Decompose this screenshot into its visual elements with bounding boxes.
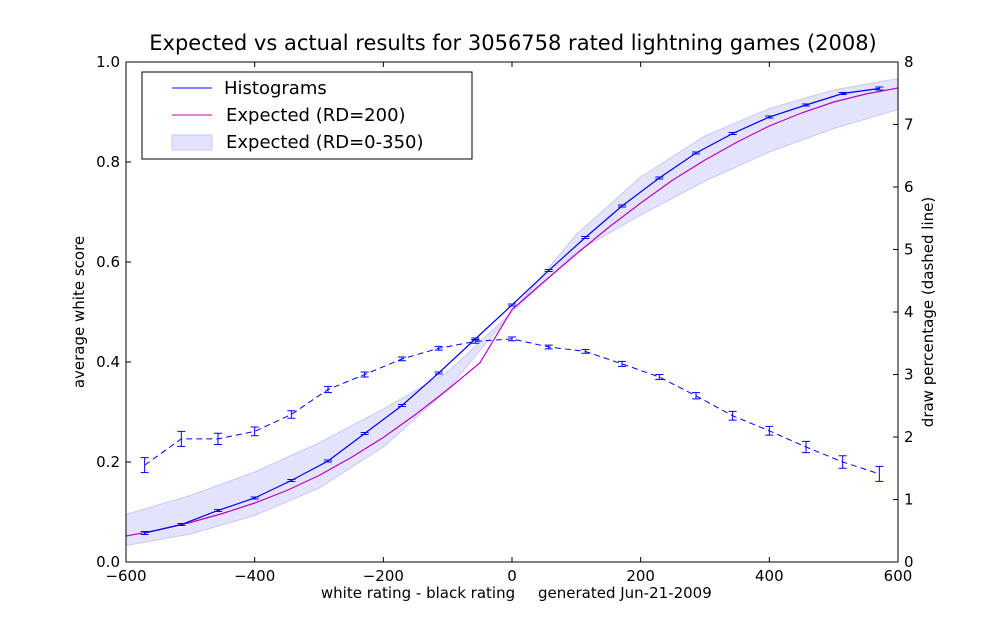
histogram-point — [177, 523, 186, 526]
draw-point — [875, 465, 884, 482]
draw-point — [324, 385, 333, 394]
x-tick-label: 600 — [884, 567, 913, 585]
x-tick-label: 200 — [626, 567, 655, 585]
legend-label-histograms: Histograms — [224, 78, 327, 99]
y-tick-label: 0.0 — [96, 553, 120, 571]
draw-point — [544, 344, 553, 350]
y2-tick-label: 1 — [904, 491, 914, 509]
histogram-point — [324, 459, 333, 463]
footnote: generated Jun-21-2009 — [538, 584, 712, 602]
histogram-point — [875, 86, 884, 91]
draw-point — [471, 339, 480, 344]
histogram-point — [508, 303, 516, 307]
y2-tick-label: 3 — [904, 366, 914, 384]
draw-point — [838, 455, 847, 469]
draw-point — [213, 432, 222, 445]
y2-tick-label: 4 — [904, 303, 914, 321]
y2-tick-label: 6 — [904, 178, 914, 196]
draw-percentage-line — [144, 338, 880, 475]
x-axis-label: white rating - black rating — [321, 584, 515, 602]
y-tick-label: 0.2 — [96, 453, 120, 471]
histogram-point — [213, 509, 222, 512]
legend-label-expected: Expected (RD=200) — [226, 105, 406, 126]
draw-point — [765, 425, 774, 436]
histogram-point — [140, 531, 149, 535]
y2-tick-label: 5 — [904, 241, 914, 259]
histogram-point — [250, 496, 259, 500]
histogram-point — [397, 404, 406, 407]
histogram-point — [765, 115, 774, 119]
y2-tick-label: 8 — [904, 53, 914, 71]
histogram-point — [287, 479, 296, 482]
y-tick-label: 1.0 — [96, 53, 120, 71]
y-tick-label: 0.8 — [96, 153, 120, 171]
draw-point — [397, 356, 406, 362]
draw-point — [360, 371, 369, 378]
draw-point — [618, 360, 627, 367]
x-tick-label: 0 — [507, 567, 517, 585]
histogram-point — [544, 269, 553, 272]
histogram-point — [728, 132, 737, 135]
draw-point — [434, 345, 443, 351]
histogram-point — [802, 103, 811, 107]
draw-point — [655, 374, 664, 380]
chart-title: Expected vs actual results for 3056758 r… — [149, 31, 877, 55]
x-tick-label: −400 — [234, 567, 275, 585]
y-tick-label: 0.4 — [96, 353, 120, 371]
legend: Histograms Expected (RD=200) Expected (R… — [141, 71, 473, 160]
y-tick-label: 0.6 — [96, 253, 120, 271]
x-tick-label: 400 — [755, 567, 784, 585]
y-axis-label: average white score — [70, 236, 88, 388]
axis-ticks: −600 −400 −200 0 200 400 600 0.0 0.2 0.4 0.6 0.8 1.0… — [96, 53, 913, 585]
draw-point — [287, 410, 296, 419]
draw-point — [140, 457, 149, 474]
histogram-point — [434, 371, 443, 375]
y2-tick-label: 7 — [904, 116, 914, 134]
y2-tick-label: 0 — [904, 553, 914, 571]
legend-label-band: Expected (RD=0-350) — [226, 132, 424, 153]
histogram-point — [360, 432, 369, 435]
draw-point — [250, 426, 259, 437]
legend-swatch-band — [171, 134, 213, 151]
histogram-point — [691, 151, 700, 155]
histogram-point — [618, 204, 627, 208]
draw-point — [802, 440, 811, 454]
draw-point — [581, 349, 590, 354]
expected-line — [125, 87, 899, 537]
histogram-point — [838, 92, 847, 95]
draw-point — [508, 336, 516, 342]
draw-point — [177, 430, 186, 447]
y2-tick-label: 2 — [904, 428, 914, 446]
histogram-point — [655, 176, 664, 180]
x-tick-label: −200 — [363, 567, 404, 585]
histogram-point — [581, 236, 590, 239]
y2-axis-label: draw percentage (dashed line) — [919, 197, 937, 427]
draw-point — [728, 410, 737, 421]
draw-point — [691, 392, 700, 400]
x-tick-label: −600 — [105, 567, 146, 585]
